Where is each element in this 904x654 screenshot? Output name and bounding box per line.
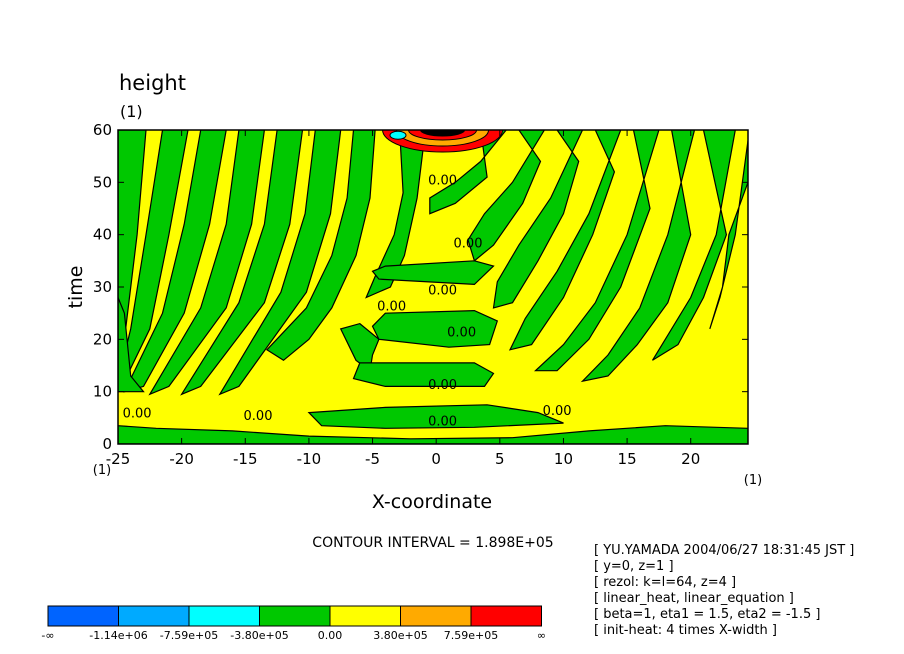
- info-line: [ linear_heat, linear_equation ]: [594, 591, 794, 606]
- contour-label: 0.00: [447, 325, 476, 340]
- plot-area: [118, 130, 748, 444]
- y-tick-label: 60: [93, 121, 112, 139]
- contour-band: [580, 130, 696, 383]
- y-tick-label: 10: [93, 383, 112, 401]
- x-tick-label: -5: [365, 450, 380, 468]
- colorbar-label: ∞: [537, 629, 546, 642]
- contour-band: [123, 130, 227, 393]
- contour-label: 0.00: [428, 174, 457, 189]
- contour-band: [371, 260, 495, 286]
- info-box: [ YU.YAMADA 2004/06/27 18:31:45 JST ][ y…: [594, 543, 854, 638]
- x-tick-label: 5: [495, 450, 505, 468]
- colorbar-swatch: [188, 605, 260, 627]
- y-tick-label: 40: [93, 226, 112, 244]
- colorbar-label: -1.14e+06: [89, 629, 147, 642]
- contour-label: 0.00: [428, 414, 457, 429]
- contour-band: [651, 130, 736, 361]
- x-tick-label: -20: [169, 450, 194, 468]
- contour-band: [118, 297, 145, 393]
- contour-label: 0.00: [123, 407, 152, 422]
- y-tick-label: 50: [93, 173, 112, 191]
- colorbar-label: 7.59e+05: [444, 629, 498, 642]
- x-tick-label: -25: [106, 450, 131, 468]
- colorbar-swatch: [47, 605, 119, 627]
- info-line: [ rezol: k=l=64, z=4 ]: [594, 575, 736, 590]
- x-tick-label: 20: [681, 450, 700, 468]
- info-line: [ y=0, z=1 ]: [594, 559, 674, 574]
- contour-band: [218, 130, 342, 396]
- colorbar-swatch: [400, 605, 472, 627]
- contour-band: [352, 362, 495, 387]
- x-tick-label: 10: [554, 450, 573, 468]
- colorbar-swatch: [329, 605, 401, 627]
- x-axis: -25 -20 -15 -10 -5 0 5 10 15 20: [106, 130, 700, 468]
- x-tick-label: -10: [297, 450, 322, 468]
- contour-band: [148, 130, 266, 396]
- colorbar-label: 0.00: [318, 629, 343, 642]
- info-line: [ beta=1, eta1 = 1.5, eta2 = -1.5 ]: [594, 607, 820, 622]
- x-tick-label: 0: [431, 450, 441, 468]
- colorbar-label: -7.59e+05: [160, 629, 218, 642]
- contour-label: 0.00: [377, 299, 406, 314]
- colorbar: -∞ -1.14e+06 -7.59e+05 -3.80e+05 0.00 3.80e+0…: [41, 605, 546, 642]
- contour-band: [180, 130, 304, 396]
- y-tick-label: 20: [93, 330, 112, 348]
- extreme-contour: [420, 130, 466, 137]
- chart-title: height: [119, 71, 186, 95]
- extreme-region: [382, 130, 504, 153]
- x-tick-label: 15: [618, 450, 637, 468]
- contour-band: [508, 130, 622, 351]
- contour-band: [467, 130, 546, 262]
- colorbar-swatch: [470, 605, 542, 627]
- y-tick-label: 0: [102, 435, 112, 453]
- contour-band: [371, 309, 499, 348]
- info-line: [ init-heat: 4 times X-width ]: [594, 623, 777, 638]
- contour-label: 0.00: [543, 404, 572, 419]
- contour-label: 0.00: [244, 409, 273, 424]
- contour-band: [118, 425, 748, 444]
- contour-bands: [118, 130, 748, 444]
- contour-interval: CONTOUR INTERVAL = 1.898E+05: [312, 535, 553, 551]
- corner-units: (1): [93, 463, 111, 478]
- contour-label: 0.00: [428, 378, 457, 393]
- y-axis-label: time: [65, 266, 87, 309]
- contour-band: [533, 130, 660, 372]
- colorbar-label: -∞: [41, 629, 54, 642]
- contour-band: [709, 140, 748, 330]
- colorbar-swatch: [118, 605, 190, 627]
- colorbar-label: 3.80e+05: [373, 629, 427, 642]
- contour-label: 0.00: [428, 284, 457, 299]
- contour-band: [265, 130, 376, 362]
- x-axis-label: X-coordinate: [372, 491, 492, 513]
- x-units: (1): [744, 473, 762, 488]
- y-tick-label: 30: [93, 278, 112, 296]
- contour-band: [307, 404, 564, 429]
- contour-labels: 0.00 0.00 0.00 0.00 0.00 0.00 0.00 0.00 0.00 0.00: [123, 174, 572, 430]
- colorbar-swatch: [259, 605, 331, 627]
- title-units: (1): [120, 102, 143, 121]
- contour-band: [429, 130, 507, 215]
- negative-contour: [389, 130, 407, 140]
- contour-band: [492, 130, 584, 309]
- info-line: [ YU.YAMADA 2004/06/27 18:31:45 JST ]: [594, 543, 854, 558]
- x-tick-label: -15: [233, 450, 258, 468]
- contour-label: 0.00: [454, 237, 483, 252]
- y-axis: 0 10 20 30 40 50 60: [93, 121, 748, 453]
- colorbar-label: -3.80e+05: [230, 629, 288, 642]
